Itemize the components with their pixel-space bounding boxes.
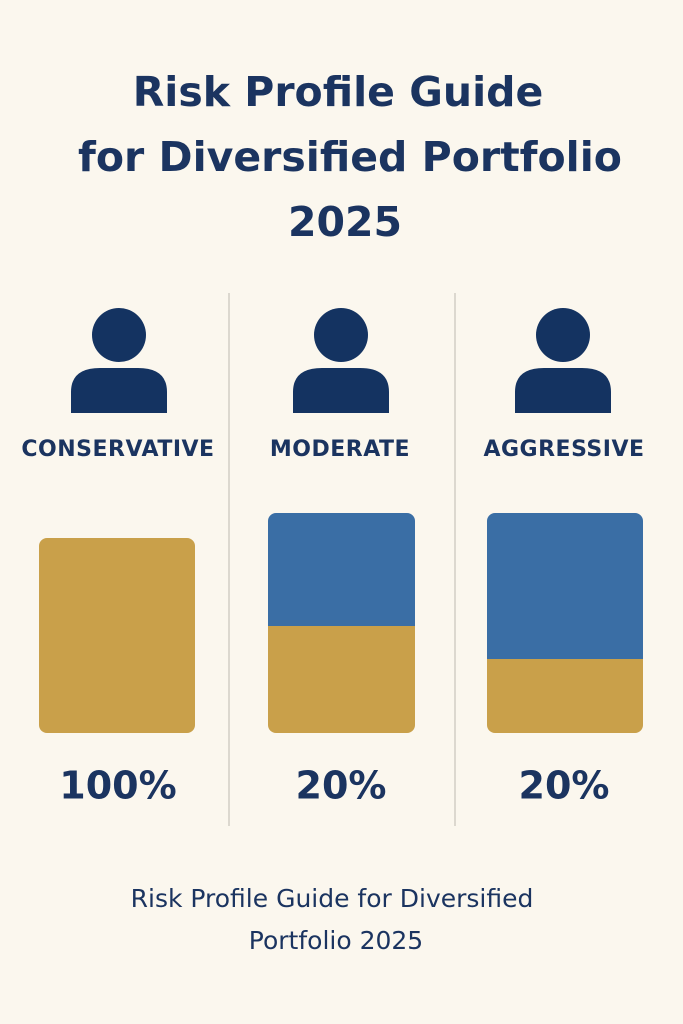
- title-line: 2025: [288, 198, 402, 246]
- person-head: [314, 308, 368, 362]
- profile-percent: 20%: [296, 764, 387, 808]
- title-line: Risk Profile Guide: [133, 68, 544, 116]
- allocation-bar: [268, 513, 415, 733]
- person-body: [515, 368, 611, 413]
- profile-percent: 20%: [519, 764, 610, 808]
- person-head: [92, 308, 146, 362]
- allocation-bar: [487, 513, 643, 733]
- person-icons: [71, 308, 611, 413]
- person-body: [293, 368, 389, 413]
- profile-percent: 100%: [59, 764, 176, 808]
- person-body: [71, 368, 167, 413]
- footer-line: Risk Profile Guide for Diversified: [131, 884, 534, 913]
- bar-segment-bond: [268, 626, 415, 733]
- bar-segment-bond: [487, 659, 643, 733]
- bar-segment-equity: [487, 513, 643, 659]
- footer-line: Portfolio 2025: [249, 926, 423, 955]
- profile-label: MODERATE: [270, 437, 410, 462]
- profile-label: AGGRESSIVE: [483, 437, 644, 462]
- profile-label: CONSERVATIVE: [21, 437, 214, 462]
- allocation-bar: [39, 538, 195, 733]
- title-line: for Diversified Portfolio: [78, 133, 622, 181]
- person-head: [536, 308, 590, 362]
- bar-segment-equity: [268, 513, 415, 626]
